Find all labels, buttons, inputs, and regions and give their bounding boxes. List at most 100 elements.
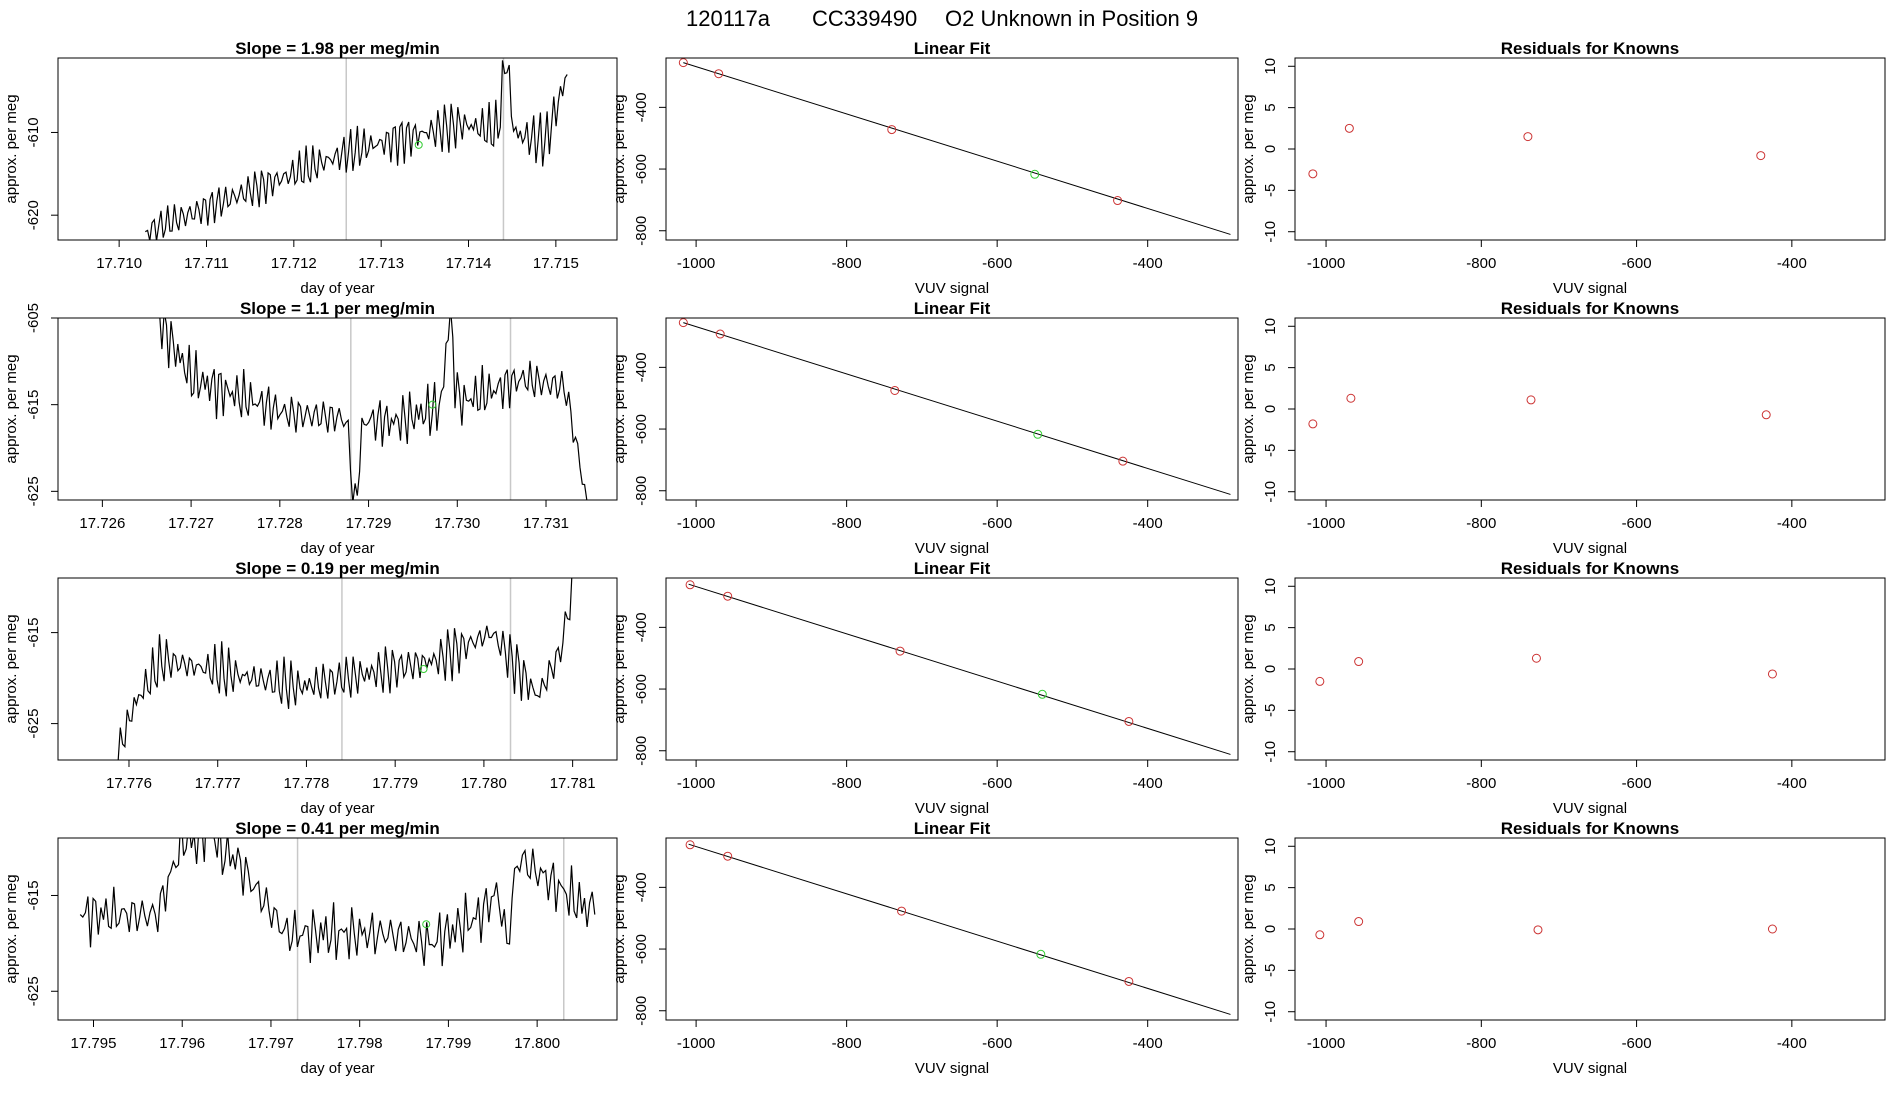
x-tick-label: -400: [1777, 515, 1807, 532]
known-standard-point: [714, 69, 724, 79]
chart-title: Residuals for Knowns: [1501, 819, 1680, 838]
y-tick-label: 0: [1262, 925, 1279, 933]
y-axis-label: approx. per meg: [611, 614, 628, 723]
y-tick-label: -5: [1262, 184, 1279, 197]
y-tick-label: 0: [1262, 665, 1279, 673]
y-tick-label: -625: [25, 709, 42, 739]
x-tick-label: -1000: [677, 775, 715, 792]
known-standard-point: [1124, 976, 1134, 986]
residual-point: [1767, 924, 1777, 934]
unknown-sample-point: [1037, 689, 1047, 699]
residual-point: [1767, 669, 1777, 679]
x-tick-label: -1000: [1307, 1035, 1345, 1052]
x-tick-label: 17.731: [523, 515, 569, 532]
y-tick-label: -605: [25, 303, 42, 333]
known-standard-point: [715, 329, 725, 339]
x-axis-label: VUV signal: [915, 280, 989, 297]
residual-point: [1344, 123, 1354, 133]
x-tick-label: 17.798: [337, 1035, 383, 1052]
y-tick-label: -600: [633, 154, 650, 184]
y-tick-label: -400: [633, 92, 650, 122]
x-tick-label: -1000: [677, 515, 715, 532]
x-tick-label: -400: [1133, 515, 1163, 532]
y-axis-label: approx. per meg: [611, 354, 628, 463]
plot-area: [157, 318, 588, 500]
residual-point: [1526, 395, 1536, 405]
x-tick-label: -800: [832, 255, 862, 272]
x-tick-label: -400: [1133, 1035, 1163, 1052]
known-standard-point: [890, 385, 900, 395]
y-axis-label: approx. per meg: [1240, 874, 1257, 983]
linear-fit-panel-row-1: Linear Fit VUV signal approx. per meg -1000…: [611, 39, 1239, 297]
x-tick-label: 17.710: [96, 255, 142, 272]
plot-frame: [57, 577, 618, 761]
y-axis-label: approx. per meg: [3, 354, 20, 463]
y-tick-label: -610: [25, 117, 42, 147]
y-tick-label: -600: [633, 934, 650, 964]
time-series-panel-row-3: Slope = 0.19 per meg/min day of year appro…: [3, 559, 618, 817]
x-tick-label: -600: [982, 515, 1012, 532]
y-axis-label: approx. per meg: [1240, 354, 1257, 463]
x-tick-label: -800: [832, 1035, 862, 1052]
plot-area: [1315, 653, 1777, 686]
plot-frame: [1294, 317, 1886, 501]
plot-frame: [665, 317, 1239, 501]
residuals-panel-row-2: Residuals for Knowns VUV signal approx. pe…: [1240, 299, 1886, 557]
y-tick-label: -800: [633, 736, 650, 766]
x-tick-label: -600: [982, 1035, 1012, 1052]
unknown-sample-point: [422, 920, 431, 929]
residual-point: [1315, 930, 1325, 940]
y-axis-label: approx. per meg: [611, 874, 628, 983]
residual-point: [1756, 151, 1766, 161]
plot-frame: [665, 577, 1239, 761]
x-tick-label: -400: [1133, 775, 1163, 792]
chart-title: Linear Fit: [914, 819, 991, 838]
residual-point: [1346, 393, 1356, 403]
x-axis-label: VUV signal: [915, 1060, 989, 1077]
x-axis-label: day of year: [300, 540, 374, 557]
time-series-panel-row-4: Slope = 0.41 per meg/min day of year appro…: [3, 819, 618, 1077]
residual-point: [1315, 676, 1325, 686]
chart-title: Slope = 1.98 per meg/min: [235, 39, 440, 58]
y-axis-label: approx. per meg: [611, 94, 628, 203]
y-axis-label: approx. per meg: [3, 614, 20, 723]
y-axis-label: approx. per meg: [3, 874, 20, 983]
y-tick-label: -600: [633, 674, 650, 704]
x-tick-label: -600: [1622, 1035, 1652, 1052]
x-tick-label: -800: [832, 515, 862, 532]
plot-area: [678, 318, 1231, 495]
chart-title: Slope = 0.19 per meg/min: [235, 559, 440, 578]
x-tick-label: -800: [1466, 255, 1496, 272]
known-standard-point: [895, 646, 905, 656]
figure-run-id: 120117a: [686, 6, 771, 31]
y-tick-label: 5: [1262, 363, 1279, 371]
x-tick-label: -600: [982, 775, 1012, 792]
x-tick-label: 17.777: [195, 775, 241, 792]
y-tick-label: -615: [25, 880, 42, 910]
x-axis-label: day of year: [300, 800, 374, 817]
x-tick-label: 17.713: [358, 255, 404, 272]
plot-area: [1308, 123, 1766, 179]
x-tick-label: -800: [1466, 1035, 1496, 1052]
x-tick-label: 17.726: [79, 515, 125, 532]
x-tick-label: 17.776: [106, 775, 152, 792]
plot-frame: [665, 57, 1239, 241]
x-tick-label: -600: [1622, 775, 1652, 792]
y-tick-label: -5: [1262, 964, 1279, 977]
known-standard-point: [678, 58, 688, 68]
x-axis-label: VUV signal: [1553, 1060, 1627, 1077]
linear-fit-panel-row-4: Linear Fit VUV signal approx. per meg -1000…: [611, 819, 1239, 1077]
y-tick-label: -5: [1262, 444, 1279, 457]
residuals-panel-row-4: Residuals for Knowns VUV signal approx. pe…: [1240, 819, 1886, 1077]
y-tick-label: -800: [633, 216, 650, 246]
y-tick-label: -400: [633, 612, 650, 642]
x-tick-label: 17.797: [248, 1035, 294, 1052]
x-tick-label: 17.780: [461, 775, 507, 792]
known-standard-point: [723, 591, 733, 601]
y-tick-label: -800: [633, 996, 650, 1026]
x-tick-label: -400: [1777, 775, 1807, 792]
x-tick-label: -800: [1466, 515, 1496, 532]
known-standard-point: [723, 851, 733, 861]
unknown-sample-point: [414, 140, 423, 149]
